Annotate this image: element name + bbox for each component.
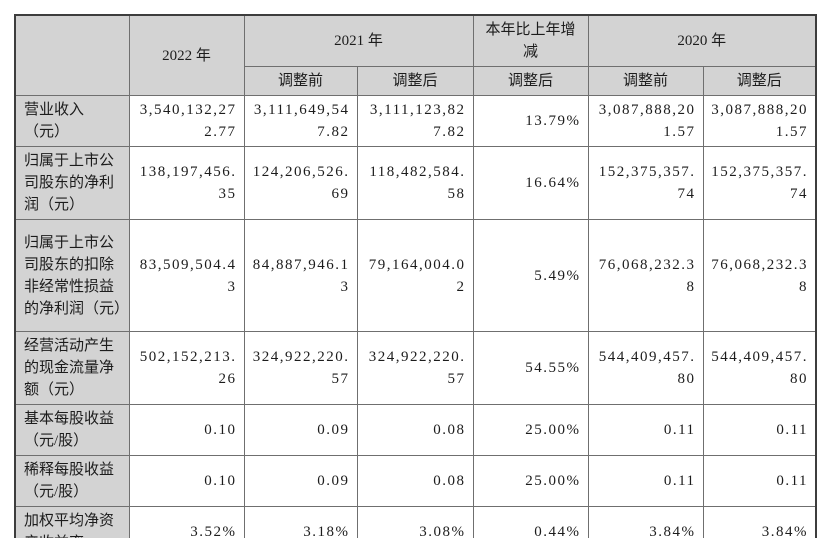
cell-2021-after: 324,922,220.57 [356,331,474,405]
financial-indicators-table: 2022 年 2021 年 本年比上年增减 2020 年 调整前 调整后 调整后… [14,14,818,538]
header-2021-before-adjust: 调整前 [243,66,358,96]
row-label: 营业收入（元） [14,95,130,147]
cell-change: 16.64% [472,146,589,220]
cell-change: 25.00% [472,455,589,507]
cell-2021-before: 3.18% [243,506,358,538]
cell-2022: 0.10 [128,404,245,456]
row-label: 基本每股收益（元/股） [14,404,130,456]
header-2020: 2020 年 [587,14,817,67]
cell-2020-after: 3,087,888,201.57 [702,95,817,147]
header-2022: 2022 年 [128,14,245,96]
cell-2021-before: 84,887,946.13 [243,219,358,332]
cell-2020-before: 3,087,888,201.57 [587,95,704,147]
cell-2021-after: 3.08% [356,506,474,538]
cell-2020-after: 0.11 [702,404,817,456]
cell-2021-after: 118,482,584.58 [356,146,474,220]
cell-2022: 83,509,504.43 [128,219,245,332]
cell-2021-after: 3,111,123,827.82 [356,95,474,147]
header-change-after-adjust: 调整后 [472,66,589,96]
cell-2022: 0.10 [128,455,245,507]
table-row-weighted-avg-roe: 加权平均净资产收益率 3.52% 3.18% 3.08% 0.44% 3.84%… [14,506,817,538]
cell-change: 25.00% [472,404,589,456]
cell-2021-before: 324,922,220.57 [243,331,358,405]
header-2020-before-adjust: 调整前 [587,66,704,96]
row-label: 归属于上市公司股东的净利润（元） [14,146,130,220]
cell-2021-after: 0.08 [356,404,474,456]
table-row-diluted-eps: 稀释每股收益（元/股） 0.10 0.09 0.08 25.00% 0.11 0… [14,455,817,507]
cell-2020-before: 76,068,232.38 [587,219,704,332]
table-row-operating-cash-flow: 经营活动产生的现金流量净额（元） 502,152,213.26 324,922,… [14,331,817,405]
cell-2021-before: 0.09 [243,404,358,456]
header-2020-after-adjust: 调整后 [702,66,817,96]
cell-2022: 138,197,456.35 [128,146,245,220]
cell-2020-before: 0.11 [587,455,704,507]
cell-2020-before: 544,409,457.80 [587,331,704,405]
table-row-net-profit-excl-nonrecurring: 归属于上市公司股东的扣除非经常性损益的净利润（元） 83,509,504.43 … [14,219,817,332]
cell-2020-after: 544,409,457.80 [702,331,817,405]
cell-change: 0.44% [472,506,589,538]
header-change: 本年比上年增减 [472,14,589,67]
cell-2022: 3,540,132,272.77 [128,95,245,147]
row-label: 经营活动产生的现金流量净额（元） [14,331,130,405]
cell-change: 54.55% [472,331,589,405]
table-row-net-profit: 归属于上市公司股东的净利润（元） 138,197,456.35 124,206,… [14,146,817,220]
cell-2020-after: 3.84% [702,506,817,538]
row-label: 归属于上市公司股东的扣除非经常性损益的净利润（元） [14,219,130,332]
cell-2021-after: 79,164,004.02 [356,219,474,332]
cell-2021-before: 3,111,649,547.82 [243,95,358,147]
header-2021-after-adjust: 调整后 [356,66,474,96]
cell-2020-before: 0.11 [587,404,704,456]
cell-change: 13.79% [472,95,589,147]
cell-2021-before: 0.09 [243,455,358,507]
cell-2022: 502,152,213.26 [128,331,245,405]
cell-2022: 3.52% [128,506,245,538]
cell-2021-before: 124,206,526.69 [243,146,358,220]
cell-2020-after: 76,068,232.38 [702,219,817,332]
cell-2020-after: 0.11 [702,455,817,507]
header-indicator [14,14,130,96]
row-label: 加权平均净资产收益率 [14,506,130,538]
table-row-basic-eps: 基本每股收益（元/股） 0.10 0.09 0.08 25.00% 0.11 0… [14,404,817,456]
header-row-1: 2022 年 2021 年 本年比上年增减 2020 年 [14,14,817,96]
cell-2020-after: 152,375,357.74 [702,146,817,220]
cell-2020-before: 152,375,357.74 [587,146,704,220]
row-label: 稀释每股收益（元/股） [14,455,130,507]
cell-2021-after: 0.08 [356,455,474,507]
table-row-operating-revenue: 营业收入（元） 3,540,132,272.77 3,111,649,547.8… [14,95,817,147]
header-row-2: 调整前 调整后 调整后 调整前 调整后 [15,66,817,96]
cell-change: 5.49% [472,219,589,332]
header-2021: 2021 年 [243,14,474,67]
cell-2020-before: 3.84% [587,506,704,538]
